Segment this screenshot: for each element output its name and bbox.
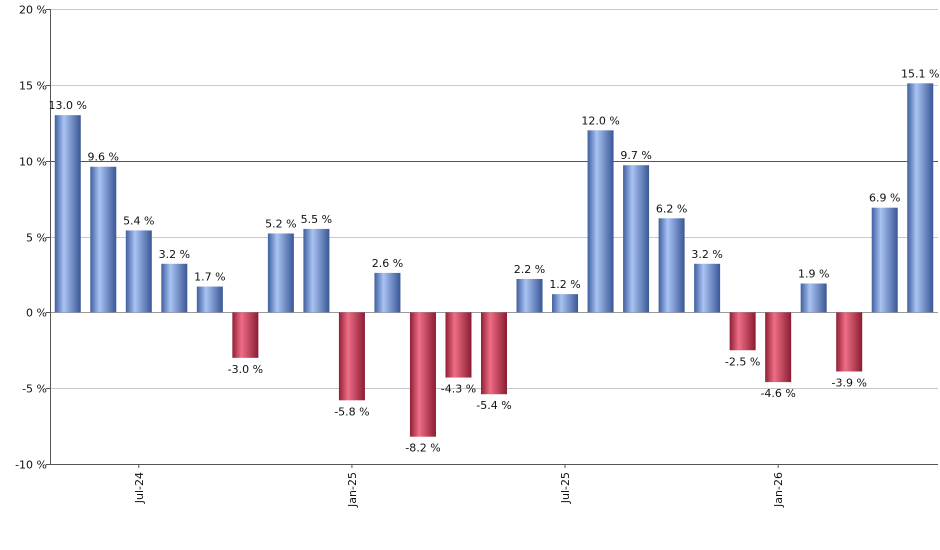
bar-positive: [303, 228, 330, 313]
bar-positive: [267, 233, 294, 313]
bar-value-label: 13.0 %: [49, 99, 87, 112]
bar-value-label: -3.9 %: [831, 376, 866, 389]
bar-positive: [516, 278, 543, 313]
bar-negative: [409, 312, 436, 437]
y-tick-label: 10 %: [19, 156, 47, 169]
bar-positive: [871, 207, 898, 313]
y-axis-ticks: -10 % -5 % 0 % 5 % 10 % 15 % 20 %: [15, 4, 50, 472]
y-tick-label: 15 %: [19, 80, 47, 93]
x-tick-label: Jan-25: [346, 472, 359, 508]
bar-positive: [196, 286, 223, 313]
bar-value-label: -5.4 %: [476, 399, 511, 412]
bar-value-label: 2.6 %: [372, 257, 403, 270]
bar-negative: [765, 312, 792, 383]
x-tick-label: Jul-25: [559, 472, 572, 504]
bar-value-label: 6.2 %: [656, 202, 687, 215]
bar-value-label: -4.6 %: [760, 387, 795, 400]
bar-positive: [161, 263, 188, 313]
bar-value-label: 5.4 %: [123, 214, 154, 227]
bar-positive: [90, 166, 117, 313]
x-axis-ticks: Jul-24 Jan-25 Jul-25 Jan-26: [133, 464, 785, 508]
axes: [50, 9, 938, 465]
y-tick-label: 0 %: [26, 307, 47, 320]
bar-value-label: 5.2 %: [265, 217, 296, 230]
bar-positive: [694, 263, 721, 313]
bar-negative: [338, 312, 365, 401]
bar-value-label: 15.1 %: [901, 67, 939, 80]
bar-value-label: -8.2 %: [405, 442, 440, 455]
bar-positive: [54, 115, 81, 313]
bar-positive: [658, 218, 685, 313]
bar-value-label: 3.2 %: [691, 248, 722, 261]
bar-value-label: 1.9 %: [798, 268, 829, 281]
bar-value-label: 1.2 %: [549, 278, 580, 291]
bar-positive: [587, 130, 614, 313]
bar-value-label: -2.5 %: [725, 355, 760, 368]
y-tick-label: -5 %: [22, 383, 47, 396]
y-tick-label: 20 %: [19, 4, 47, 17]
bar-negative: [836, 312, 863, 372]
bar-positive: [623, 165, 650, 313]
bar-value-label: -4.3 %: [441, 383, 476, 396]
bar-positive: [374, 272, 401, 313]
bar-value-label: 6.9 %: [869, 192, 900, 205]
bar-value-label: 3.2 %: [159, 248, 190, 261]
x-tick-label: Jan-26: [772, 472, 785, 508]
bars: [54, 83, 934, 437]
bar-negative: [729, 312, 756, 351]
bar-value-label: 9.7 %: [620, 149, 651, 162]
bar-value-label: 9.6 %: [88, 151, 119, 164]
bar-positive: [800, 283, 827, 313]
bar-value-label: 2.2 %: [514, 263, 545, 276]
x-tick-label: Jul-24: [133, 472, 146, 504]
bar-value-label: -5.8 %: [334, 405, 369, 418]
gridlines: [50, 9, 938, 465]
bar-negative: [445, 312, 472, 378]
bar-positive: [907, 83, 934, 313]
bar-positive: [552, 294, 579, 313]
y-tick-label: 5 %: [26, 232, 47, 245]
bar-negative: [481, 312, 507, 395]
y-tick-label: -10 %: [15, 459, 47, 472]
bar-value-label: -3.0 %: [228, 363, 263, 376]
bar-positive: [125, 230, 152, 313]
bar-value-label: 1.7 %: [194, 271, 225, 284]
value-labels: 13.0 % 9.6 % 5.4 % 3.2 % 1.7 % -3.0 % 5.2 % 5.5…: [49, 67, 940, 454]
bar-value-label: 12.0 %: [581, 114, 619, 127]
bar-value-label: 5.5 %: [301, 213, 332, 226]
bar-negative: [232, 312, 259, 358]
